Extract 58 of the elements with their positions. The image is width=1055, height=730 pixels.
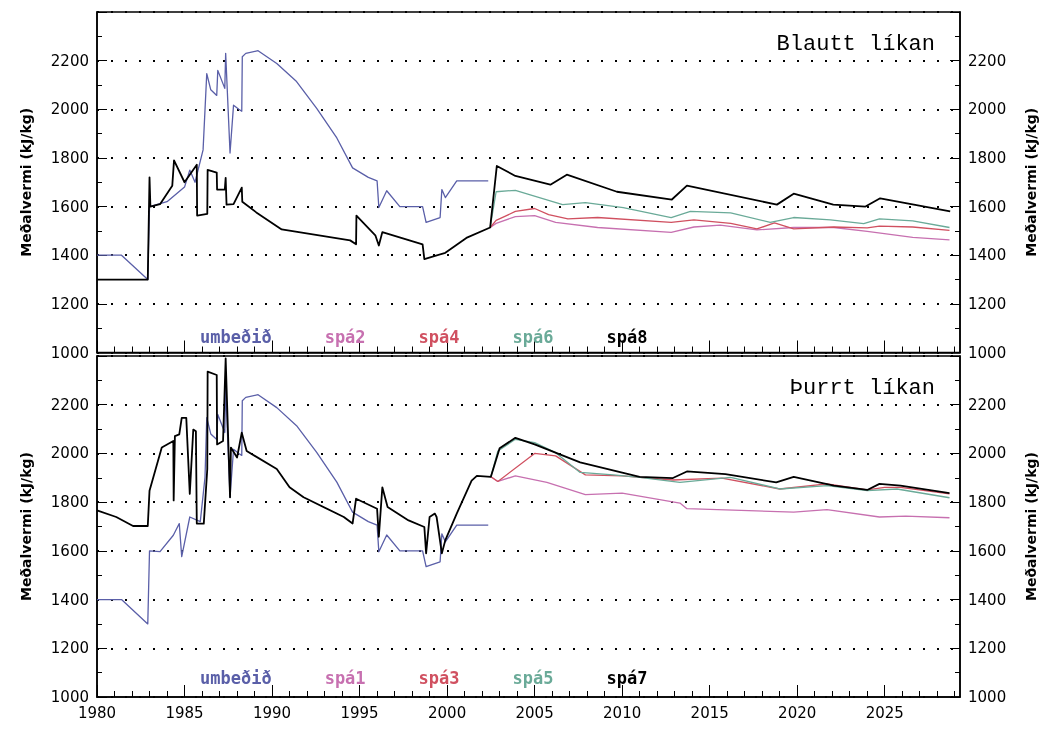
y2-tick-label: 2000 (968, 444, 1007, 463)
line-series (489, 189, 951, 229)
y2-tick-label: 1400 (968, 246, 1007, 265)
y2-tick-label: 1200 (968, 639, 1007, 658)
text: spá2 (324, 326, 366, 347)
x-tick-label: 2025 (865, 703, 904, 722)
y-tick-label: 1400 (50, 590, 89, 609)
x-tick-label: 1980 (77, 703, 117, 722)
y2-tick-label: 1800 (968, 148, 1007, 167)
y-tick-label: 1800 (50, 148, 89, 167)
y2-axis-title: Meðalvermi (kJ/kg) (1023, 452, 1039, 601)
y-axis-title: Meðalvermi (kJ/kg) (18, 107, 34, 257)
y-tick-label: 1600 (50, 541, 89, 560)
y2-tick-label: 1800 (968, 493, 1007, 512)
x-tick-label: 2005 (515, 703, 554, 722)
text: umbeðið (200, 326, 272, 347)
y-tick-label: 1000 (50, 688, 89, 706)
y-tick-label: 2200 (50, 51, 89, 70)
y-axis-title: Meðalvermi (kJ/kg) (18, 452, 34, 601)
x-tick-label: 1995 (340, 703, 379, 722)
y2-tick-label: 1600 (968, 541, 1007, 560)
y2-tick-label: 1000 (968, 688, 1007, 706)
y-tick-label: 2000 (50, 444, 89, 463)
text: spá6 (512, 326, 554, 347)
text: spá4 (418, 326, 460, 347)
line-series (489, 214, 951, 241)
y-tick-label: 2000 (50, 100, 89, 119)
text: spá1 (324, 667, 366, 688)
y-tick-label: 1800 (50, 493, 89, 512)
y-tick-label: 1000 (50, 343, 89, 362)
y2-tick-label: 2200 (968, 51, 1007, 70)
text: Blautt líkan (776, 31, 936, 57)
text: spá8 (606, 326, 648, 347)
text: Þurrt líkan (789, 375, 936, 401)
y2-tick-label: 1600 (968, 197, 1007, 216)
y-tick-label: 1200 (50, 639, 89, 658)
x-tick-label: 1990 (252, 703, 292, 722)
text: umbeðið (200, 667, 272, 688)
y-tick-label: 1600 (50, 197, 89, 216)
x-tick-label: 1985 (165, 703, 204, 722)
y2-tick-label: 1200 (968, 294, 1007, 313)
x-tick-label: 2015 (690, 703, 729, 722)
y2-tick-label: 2000 (968, 100, 1007, 119)
x-tick-label: 2000 (428, 703, 467, 722)
x-tick-label: 2020 (778, 703, 817, 722)
text: spá7 (606, 667, 648, 688)
y-tick-label: 1400 (50, 246, 89, 265)
y2-tick-label: 2200 (968, 395, 1007, 414)
x-tick-label: 2010 (603, 703, 642, 722)
y-tick-label: 1200 (50, 294, 89, 313)
text: spá3 (418, 667, 460, 688)
y2-tick-label: 1400 (968, 590, 1007, 609)
y2-tick-label: 1000 (968, 343, 1007, 362)
line-series (489, 207, 951, 232)
text: spá5 (512, 667, 554, 688)
line-series (96, 50, 489, 281)
y-tick-label: 2200 (50, 395, 89, 414)
y2-axis-title: Meðalvermi (kJ/kg) (1023, 107, 1039, 257)
